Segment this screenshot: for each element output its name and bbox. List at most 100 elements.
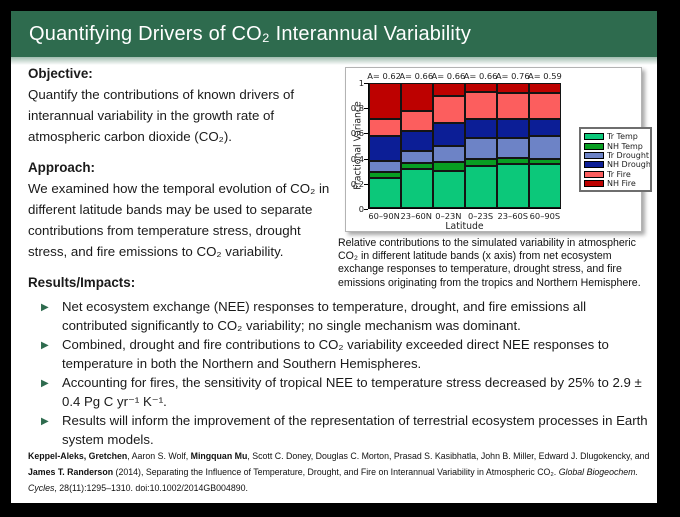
segment-tr-drought: [465, 138, 497, 160]
segment-tr-temp: [433, 170, 465, 208]
objective-heading: Objective:: [28, 66, 93, 81]
x-tick-label: 60–90S: [529, 211, 561, 221]
bullet-triangle-icon: ▶: [41, 416, 49, 427]
legend-entry: Tr Temp: [584, 132, 648, 141]
approach-heading: Approach:: [28, 160, 95, 175]
bullet-triangle-icon: ▶: [41, 340, 49, 351]
legend-entry: Tr Fire: [584, 170, 648, 179]
citation-segment: (2014), Separating the Influence of Temp…: [113, 466, 559, 477]
segment-tr-temp: [465, 165, 497, 208]
legend-entry: Tr Drought: [584, 150, 650, 160]
segment-nh-temp: [401, 163, 433, 170]
results-heading: Results/Impacts:: [28, 275, 136, 290]
bar-60–90N: [369, 83, 401, 208]
legend-entry: NH Fire: [584, 179, 648, 188]
segment-nh-temp: [497, 158, 529, 165]
y-tick-mark: [364, 158, 368, 160]
bar-annotation: A= 0.66: [463, 71, 498, 81]
y-tick-label: 0.6: [350, 128, 364, 139]
segment-tr-drought: [529, 135, 561, 160]
legend-label: Tr Fire: [607, 169, 631, 179]
segment-nh-drought: [529, 119, 561, 136]
bullet-item: ▶ Results will inform the improvement of …: [41, 411, 650, 449]
segment-nh-fire: [401, 83, 433, 111]
bullet-text: Accounting for fires, the sensitivity of…: [62, 375, 642, 409]
y-tick-label: 0.4: [350, 153, 364, 164]
citation-segment: , Aaron S. Wolf,: [127, 451, 191, 461]
legend-swatch: [584, 180, 604, 188]
segment-nh-fire: [369, 83, 401, 120]
bullet-item: ▶ Accounting for fires, the sensitivity o…: [41, 373, 650, 411]
bar-annotation: A= 0.76: [495, 71, 530, 81]
x-tick-label: 0–23S: [467, 211, 494, 221]
title-bar: Quantifying Drivers of CO₂ Interannual V…: [11, 11, 657, 57]
y-tick-mark: [364, 108, 368, 110]
segment-tr-fire: [433, 95, 465, 123]
segment-nh-drought: [465, 119, 497, 138]
legend-swatch: [584, 170, 604, 178]
segment-tr-fire: [401, 110, 433, 131]
bar-23–60N: [401, 83, 433, 208]
results-bullets: ▶ Net ecosystem exchange (NEE) responses …: [41, 297, 650, 449]
citation-segment: Global Biogeochem. Cycles: [28, 466, 638, 493]
segment-tr-drought: [433, 145, 465, 162]
bullet-triangle-icon: ▶: [41, 378, 49, 389]
x-tick-label: 60–90N: [368, 211, 400, 221]
approach-text: We examined how the temporal evolution o…: [28, 181, 330, 259]
segment-nh-drought: [401, 130, 433, 151]
y-axis-label: Fractional Variance: [352, 101, 364, 190]
citation-segment: , 28(11):1295–1310. doi:10.1002/2014GB00…: [54, 482, 248, 493]
bar-0–23S: [465, 83, 497, 208]
slide-title: Quantifying Drivers of CO₂ Interannual V…: [29, 22, 472, 45]
legend-label: Tr Drought: [607, 150, 650, 160]
y-tick-label: 1: [358, 78, 364, 88]
title-bar-shadow: [11, 57, 657, 65]
y-tick-mark: [364, 183, 368, 185]
x-tick-label: 23–60S: [497, 211, 529, 221]
bullet-item: ▶ Combined, drought and fire contribution…: [41, 335, 650, 373]
segment-nh-drought: [497, 119, 529, 138]
segment-tr-fire: [369, 119, 401, 136]
citation-segment: James T. Randerson: [28, 466, 114, 477]
legend-swatch: [584, 133, 604, 141]
bullet-text: Net ecosystem exchange (NEE) responses t…: [62, 299, 587, 333]
x-tick-label: 23–60N: [400, 211, 432, 221]
legend-swatch: [584, 151, 604, 159]
segment-tr-temp: [369, 178, 401, 208]
y-tick-label: 0.2: [350, 178, 364, 189]
segment-nh-drought: [369, 135, 401, 161]
y-tick-mark: [364, 209, 368, 210]
segment-nh-drought: [433, 123, 465, 146]
y-tick-label: 0: [358, 204, 364, 214]
segment-nh-temp: [529, 159, 561, 165]
bar-0–23N: [433, 83, 465, 208]
legend-entry: NH Temp: [584, 141, 648, 151]
segment-nh-temp: [433, 161, 465, 171]
citation-segment: , Scott C. Doney, Douglas C. Morton, Pra…: [247, 451, 650, 461]
segment-nh-fire: [465, 83, 497, 92]
figure-caption: Relative contributions to the simulated …: [338, 237, 641, 289]
segment-tr-temp: [497, 164, 529, 208]
bullet-item: ▶ Net ecosystem exchange (NEE) responses …: [41, 297, 650, 335]
citation-segment: Keppel-Aleks, Gretchen: [28, 451, 128, 461]
segment-tr-drought: [401, 150, 433, 163]
segment-tr-fire: [529, 93, 561, 120]
y-tick-mark: [364, 83, 368, 84]
segment-tr-drought: [369, 160, 401, 172]
legend-label: NH Temp: [607, 141, 643, 151]
bar-annotation: A= 0.62: [367, 71, 401, 81]
bar-60–90S: [529, 83, 561, 208]
bullet-text: Combined, drought and fire contributions…: [62, 337, 609, 371]
segment-tr-fire: [465, 91, 497, 120]
citation: Keppel-Aleks, Gretchen, Aaron S. Wolf, M…: [28, 449, 650, 496]
x-tick-label: 0–23N: [435, 211, 462, 221]
objective-text: Quantify the contributions of known driv…: [28, 87, 295, 144]
segment-tr-temp: [401, 169, 433, 208]
left-column: Objective: Quantify the contributions of…: [28, 63, 341, 293]
bar-23–60S: [497, 83, 529, 208]
chart-legend: Tr Temp NH Temp Tr Drought NH Drought Tr Fir…: [579, 127, 652, 193]
segment-nh-temp: [465, 159, 497, 166]
legend-entry: NH Drought: [584, 160, 650, 169]
slide: Quantifying Drivers of CO₂ Interannual V…: [11, 11, 657, 503]
